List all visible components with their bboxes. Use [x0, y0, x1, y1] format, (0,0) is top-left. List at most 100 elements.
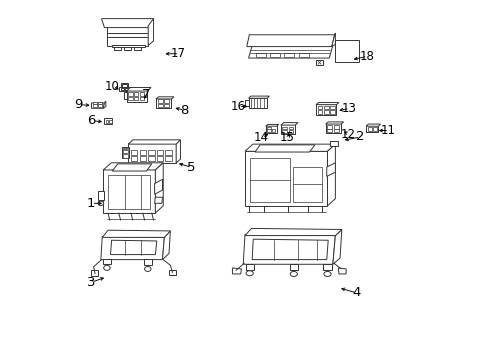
- Bar: [128, 97, 133, 100]
- Bar: [157, 149, 163, 155]
- Polygon shape: [128, 140, 180, 144]
- Bar: [299, 53, 309, 57]
- Text: 8: 8: [180, 104, 188, 117]
- Polygon shape: [248, 98, 267, 108]
- Bar: [128, 93, 133, 96]
- Bar: [131, 156, 137, 161]
- Ellipse shape: [98, 201, 104, 206]
- Polygon shape: [366, 126, 378, 132]
- Polygon shape: [103, 163, 163, 170]
- Bar: [285, 53, 294, 57]
- Bar: [267, 127, 271, 129]
- Bar: [158, 104, 163, 107]
- Text: 3: 3: [87, 276, 95, 289]
- Bar: [282, 130, 287, 133]
- Text: 17: 17: [171, 47, 186, 60]
- Polygon shape: [155, 163, 163, 213]
- Polygon shape: [281, 123, 298, 125]
- Polygon shape: [112, 45, 146, 47]
- Polygon shape: [111, 240, 157, 255]
- Bar: [271, 129, 275, 132]
- Bar: [330, 106, 335, 109]
- Polygon shape: [169, 270, 176, 275]
- Polygon shape: [330, 140, 338, 146]
- Polygon shape: [245, 228, 342, 235]
- Polygon shape: [124, 92, 127, 99]
- Text: 9: 9: [74, 98, 82, 111]
- Polygon shape: [176, 140, 180, 163]
- Polygon shape: [245, 150, 327, 206]
- Bar: [250, 158, 290, 202]
- Bar: [334, 125, 339, 129]
- Bar: [98, 102, 101, 104]
- Polygon shape: [155, 197, 163, 203]
- Bar: [109, 121, 112, 123]
- Bar: [134, 93, 139, 96]
- Bar: [134, 97, 139, 100]
- Polygon shape: [366, 124, 381, 126]
- Polygon shape: [103, 169, 155, 213]
- Text: 11: 11: [381, 124, 396, 137]
- Polygon shape: [332, 33, 335, 46]
- Polygon shape: [247, 35, 335, 46]
- Bar: [148, 156, 155, 161]
- Bar: [123, 148, 128, 149]
- Polygon shape: [148, 19, 153, 45]
- Text: 4: 4: [352, 287, 360, 300]
- Polygon shape: [107, 26, 148, 45]
- Bar: [140, 97, 144, 100]
- Polygon shape: [326, 122, 343, 124]
- Ellipse shape: [290, 271, 297, 276]
- Bar: [327, 129, 332, 132]
- Text: 5: 5: [187, 161, 196, 174]
- Polygon shape: [156, 98, 171, 108]
- Text: 2: 2: [356, 130, 364, 144]
- Bar: [164, 99, 169, 103]
- Text: 12: 12: [341, 127, 356, 141]
- Polygon shape: [245, 264, 254, 270]
- Bar: [108, 175, 150, 209]
- Polygon shape: [281, 125, 295, 134]
- Ellipse shape: [104, 265, 110, 270]
- Polygon shape: [103, 101, 106, 108]
- Polygon shape: [326, 123, 341, 134]
- Bar: [123, 150, 128, 153]
- Bar: [124, 47, 131, 50]
- Bar: [335, 40, 359, 62]
- Polygon shape: [92, 103, 104, 108]
- Polygon shape: [91, 270, 98, 276]
- Bar: [289, 130, 294, 133]
- Bar: [131, 149, 137, 155]
- Bar: [148, 149, 155, 155]
- Bar: [98, 104, 101, 107]
- Bar: [334, 129, 339, 132]
- Text: 1: 1: [87, 197, 95, 210]
- Text: 10: 10: [105, 80, 120, 93]
- Bar: [318, 110, 322, 114]
- Bar: [140, 93, 144, 96]
- Text: 6: 6: [87, 114, 96, 127]
- Polygon shape: [266, 125, 279, 126]
- Polygon shape: [243, 234, 335, 264]
- Bar: [105, 121, 108, 123]
- Bar: [123, 154, 128, 158]
- Bar: [318, 106, 322, 109]
- Bar: [140, 156, 146, 161]
- Text: 13: 13: [342, 102, 356, 115]
- Bar: [157, 156, 163, 161]
- Polygon shape: [144, 259, 152, 265]
- Bar: [267, 129, 271, 132]
- Bar: [330, 110, 335, 114]
- Polygon shape: [103, 259, 111, 264]
- Polygon shape: [101, 19, 153, 28]
- Bar: [166, 149, 172, 155]
- Bar: [256, 53, 266, 57]
- Bar: [140, 149, 146, 155]
- Polygon shape: [333, 229, 342, 264]
- Bar: [122, 84, 127, 87]
- Ellipse shape: [246, 271, 253, 276]
- Polygon shape: [156, 97, 174, 99]
- Polygon shape: [323, 264, 332, 270]
- Text: 15: 15: [280, 131, 295, 144]
- Polygon shape: [112, 164, 152, 171]
